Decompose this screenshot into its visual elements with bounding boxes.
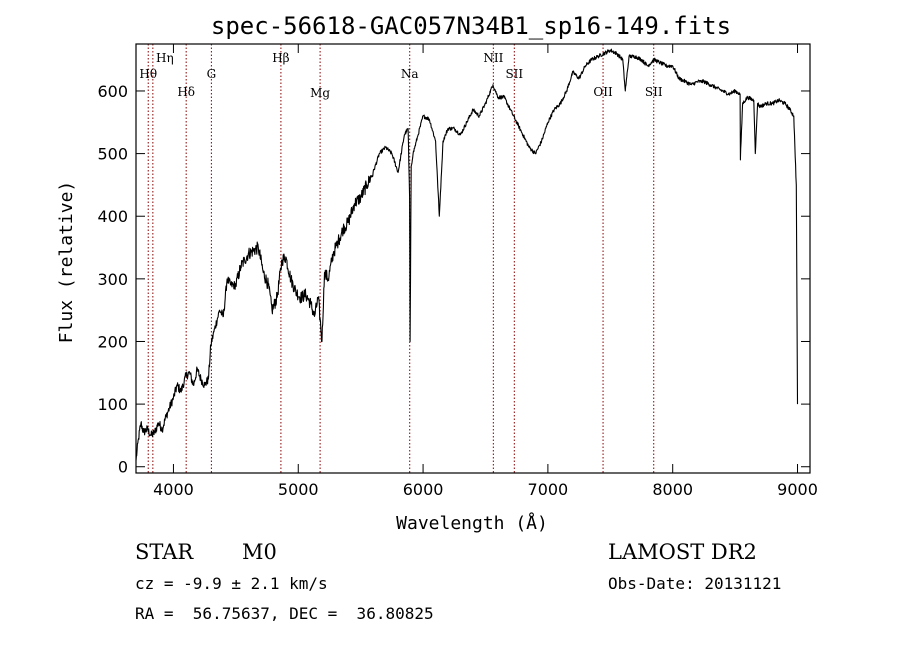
line-marker-label: Mg <box>310 86 330 100</box>
velocity-readout: cz = -9.9 ± 2.1 km/s <box>135 574 328 593</box>
y-tick-label: 500 <box>97 145 128 164</box>
line-marker-label: Hβ <box>272 51 289 65</box>
object-class: STAR <box>135 540 194 564</box>
line-marker-label: Hη <box>156 51 174 65</box>
y-tick-label: 400 <box>97 207 128 226</box>
x-tick-label: 4000 <box>153 480 194 499</box>
x-tick-label: 8000 <box>652 480 693 499</box>
x-tick-label: 7000 <box>528 480 569 499</box>
coordinates-readout: RA = 56.75637, DEC = 36.80825 <box>135 604 434 623</box>
object-subclass: M0 <box>242 540 277 564</box>
y-tick-label: 200 <box>97 332 128 351</box>
y-axis-label: Flux (relative) <box>56 181 77 344</box>
survey-name: LAMOST DR2 <box>608 540 757 564</box>
y-tick-label: 600 <box>97 82 128 101</box>
x-axis-ticks: 4000 5000 6000 7000 8000 9000 <box>153 44 818 499</box>
observation-date: Obs-Date: 20131121 <box>608 574 782 593</box>
line-marker-label: NII <box>483 51 503 65</box>
y-tick-label: 0 <box>118 458 128 477</box>
chart-title: spec-56618-GAC057N34B1_sp16-149.fits <box>211 12 731 40</box>
line-marker-label: OII <box>593 85 613 99</box>
x-tick-label: 6000 <box>403 480 444 499</box>
y-tick-label: 100 <box>97 395 128 414</box>
x-tick-label: 9000 <box>777 480 818 499</box>
line-marker-label: Hθ <box>139 67 157 81</box>
line-marker-label: SII <box>505 67 523 81</box>
plot-frame <box>135 43 811 474</box>
line-marker-label: SII <box>645 85 663 99</box>
line-marker-label: Na <box>401 67 419 81</box>
y-axis-ticks: 0 100 200 300 400 500 600 <box>97 82 810 477</box>
y-tick-label: 300 <box>97 270 128 289</box>
line-marker-label: Hδ <box>177 85 195 99</box>
x-axis-label: Wavelength (Å) <box>396 512 548 534</box>
spectrum-line <box>135 48 799 461</box>
line-marker-label: G <box>207 67 217 81</box>
x-tick-label: 5000 <box>278 480 319 499</box>
